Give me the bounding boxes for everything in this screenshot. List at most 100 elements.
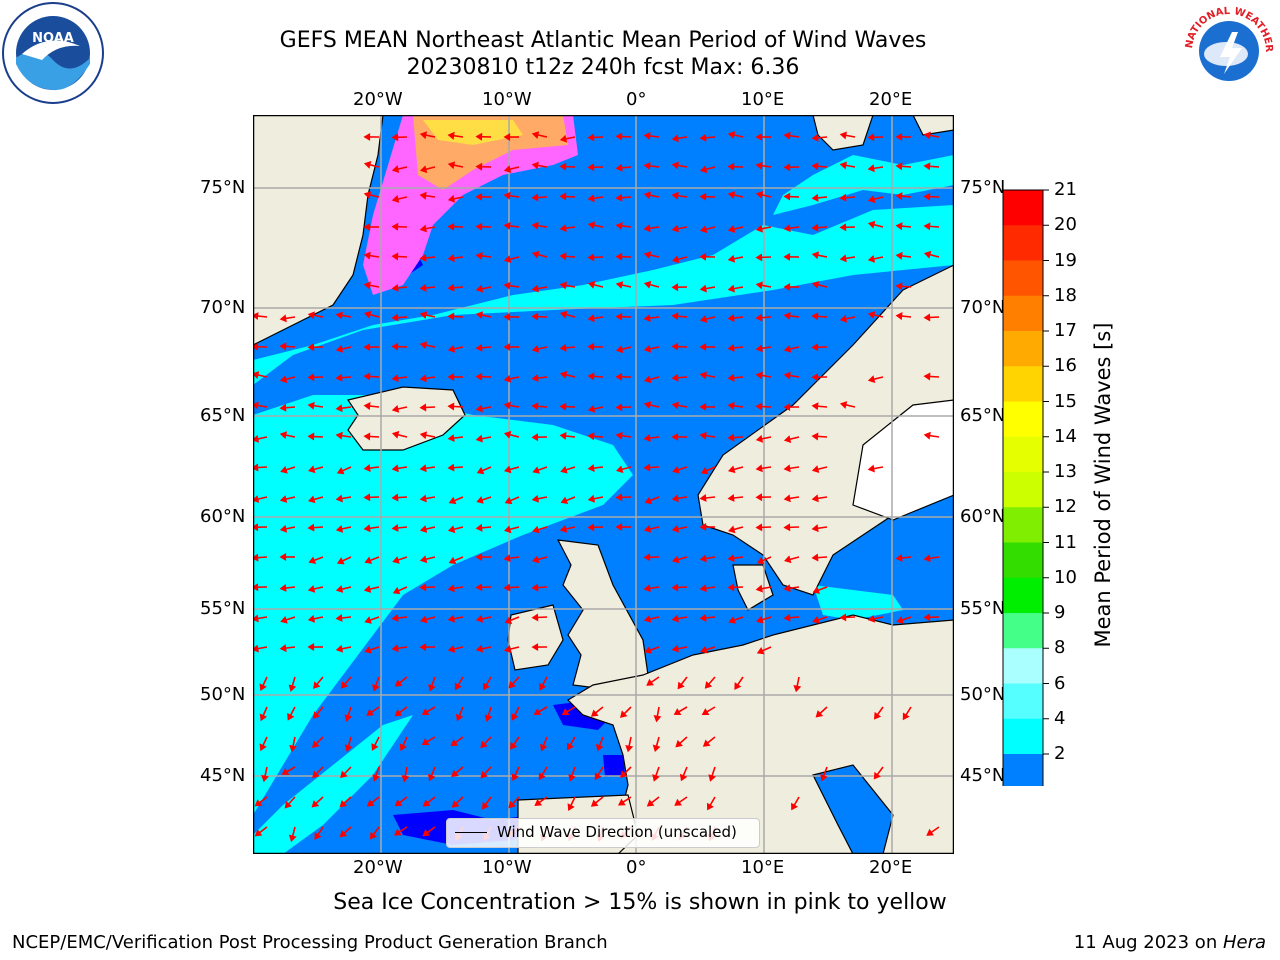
wind-wave-arrowhead (476, 496, 484, 504)
wind-wave-arrowhead (307, 585, 316, 593)
wind-wave-arrowhead (587, 523, 595, 532)
lat-label-left-65n: 65°N (200, 405, 246, 426)
wind-wave-arrowhead (475, 192, 483, 201)
colorbar-segment (1003, 507, 1043, 543)
wind-wave-arrowhead (399, 743, 407, 752)
wind-wave-arrowhead (783, 192, 791, 201)
colorbar-title: Mean Period of Wind Waves [s] (1091, 322, 1115, 648)
wind-wave-arrowhead (559, 134, 568, 143)
wind-wave-arrowhead (253, 371, 260, 379)
wind-wave-arrowhead (671, 644, 679, 653)
wind-wave-arrowhead (643, 251, 652, 259)
wind-wave-arrowhead (811, 281, 820, 289)
wind-wave-arrowhead (783, 464, 791, 473)
wind-wave-arrowhead (253, 401, 259, 410)
lat-label-right-65n: 65°N (960, 405, 1006, 426)
wind-wave-arrowhead (447, 344, 456, 353)
wind-wave-arrowhead (815, 710, 824, 718)
wind-wave-arrowhead (308, 556, 317, 564)
wind-wave-arrowhead (455, 713, 464, 722)
wind-wave-arrowhead (708, 774, 716, 782)
wind-wave-arrowhead (253, 644, 259, 653)
wind-wave-arrowhead (587, 133, 595, 142)
wind-wave-arrowhead (335, 524, 344, 533)
wind-wave-arrowhead (615, 221, 623, 230)
denmark-land (732, 564, 774, 611)
wind-wave-arrowhead (531, 494, 540, 503)
wind-wave-arrowhead (615, 193, 623, 202)
colorbar-segment (1003, 613, 1043, 649)
wind-wave-arrowhead (784, 555, 792, 564)
wind-wave-arrowhead (279, 403, 287, 412)
wind-wave-arrowhead (335, 344, 344, 353)
wind-wave-arrowhead (560, 465, 568, 474)
wind-wave-arrowhead (447, 434, 455, 443)
wind-wave-arrowhead (503, 191, 511, 200)
wind-wave-arrowhead (923, 554, 931, 563)
wind-wave-arrowhead (261, 774, 269, 783)
wind-wave-arrowhead (587, 404, 596, 413)
wind-wave-arrowhead (867, 311, 876, 319)
wind-wave-arrowhead (419, 464, 427, 473)
wind-wave-arrowhead (867, 164, 875, 173)
wind-wave-arrowhead (923, 613, 931, 622)
wind-wave-arrowhead (419, 583, 427, 592)
wind-wave-arrowhead (391, 222, 399, 231)
wind-wave-arrowhead (451, 769, 459, 778)
footer-host: Hera (1222, 932, 1266, 953)
colorbar (1000, 186, 1050, 819)
wind-wave-arrowhead (419, 341, 428, 350)
wind-wave-arrowhead (566, 742, 574, 751)
wind-wave-arrowhead (587, 253, 595, 262)
wind-wave-arrowhead (539, 682, 547, 691)
wind-wave-arrowhead (503, 401, 511, 410)
wind-wave-arrowhead (727, 131, 736, 139)
wind-wave-arrowhead (451, 800, 460, 808)
wind-wave-arrowhead (419, 283, 427, 292)
wind-wave-arrowhead (364, 646, 372, 654)
wind-wave-arrowhead (503, 430, 512, 439)
wind-wave-arrowhead (364, 310, 372, 319)
wind-wave-arrowhead (727, 554, 735, 563)
wind-wave-arrowhead (587, 163, 595, 172)
wind-wave-arrowhead (312, 740, 320, 748)
wind-wave-arrowhead (559, 192, 567, 201)
wind-wave-arrowhead (644, 646, 652, 654)
wind-wave-arrowhead (867, 133, 875, 142)
wind-wave-arrowhead (481, 801, 489, 810)
wind-wave-arrowhead (391, 252, 399, 261)
wind-wave-arrowhead (791, 802, 799, 811)
wind-wave-arrowhead (511, 773, 519, 782)
lat-label-right-60n: 60°N (960, 506, 1006, 527)
colorbar-tick-label: 15 (1054, 390, 1077, 412)
wind-wave-arrowhead (755, 161, 763, 170)
colorbar-tick-label: 9 (1054, 602, 1066, 623)
wind-wave-arrowhead (288, 684, 297, 692)
wind-wave-arrowhead (811, 524, 819, 533)
wind-wave-arrowhead (812, 616, 820, 624)
chart-title: GEFS MEAN Northeast Atlantic Mean Period… (279, 28, 927, 53)
wind-wave-arrowhead (839, 613, 847, 622)
wind-wave-arrowhead (559, 371, 568, 379)
wind-wave-arrowhead (561, 708, 570, 716)
wind-wave-arrowhead (671, 494, 679, 503)
wind-wave-arrowhead (706, 802, 714, 811)
wind-wave-arrowhead (475, 404, 483, 413)
legend-line (455, 832, 487, 833)
wind-wave-arrowhead (253, 495, 260, 503)
wind-wave-arrowhead (335, 585, 344, 593)
wind-wave-arrowhead (675, 739, 683, 748)
wind-wave-arrowhead (480, 740, 488, 749)
wind-wave-arrowhead (587, 432, 595, 441)
wind-wave-arrowhead (811, 251, 820, 260)
wind-wave-arrowhead (307, 343, 315, 352)
wind-wave-arrowhead (504, 525, 512, 534)
wind-wave-arrowhead (503, 255, 512, 263)
wind-wave-arrowhead (279, 644, 287, 653)
wind-wave-arrowhead (699, 431, 707, 440)
wind-wave-arrowhead (259, 743, 267, 752)
wind-wave-arrowhead (728, 525, 736, 534)
wind-wave-arrowhead (531, 284, 539, 293)
wind-wave-arrowhead (643, 401, 652, 409)
wind-wave-arrowhead (307, 401, 315, 410)
